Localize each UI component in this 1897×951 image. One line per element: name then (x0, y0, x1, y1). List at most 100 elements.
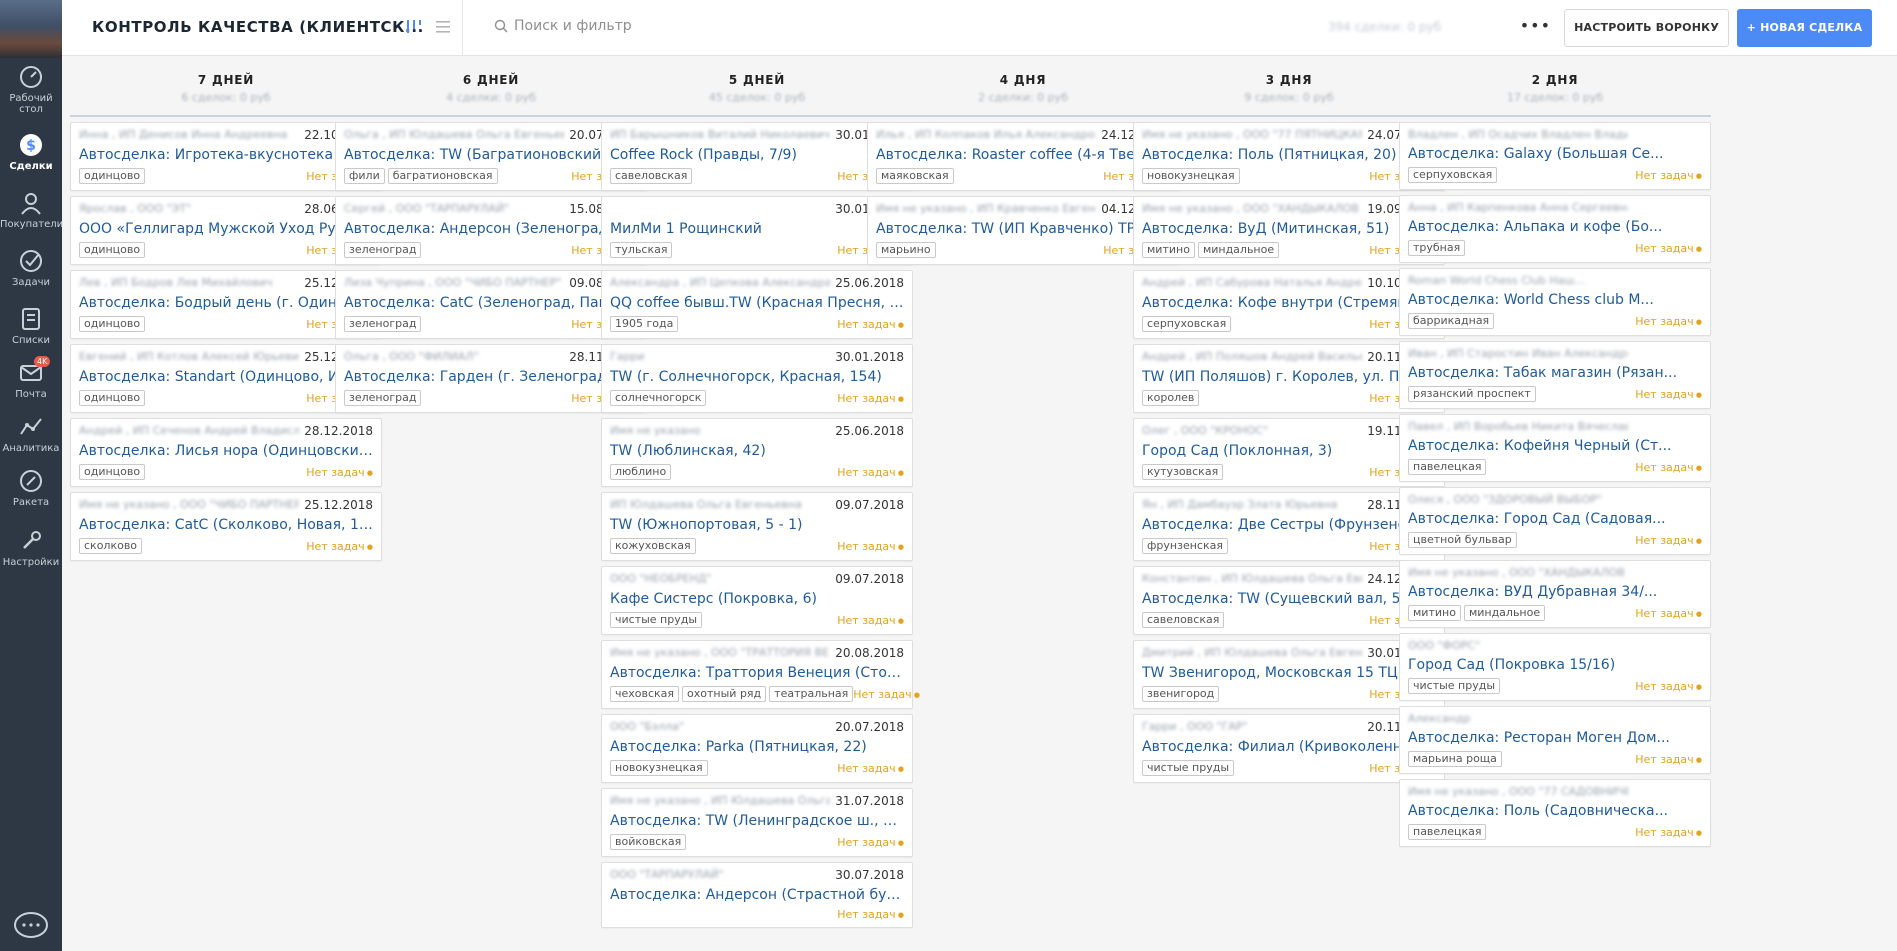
tag[interactable]: одинцово (79, 316, 146, 332)
deal-card[interactable]: Гарри , ООО "ГАР"20.11.2018 Автосделка: Ф… (1133, 714, 1445, 783)
tag[interactable]: тульская (610, 242, 673, 258)
tag[interactable]: митино (1408, 605, 1461, 621)
deal-name-link[interactable]: TW (Люблинская, 42) (610, 443, 766, 459)
deal-card[interactable]: Лев , ИП Бодров Лев Михайлович25.12.2018… (70, 270, 382, 339)
sidebar-item-deals[interactable]: $ Сделки (0, 132, 62, 172)
tag[interactable]: цветной бульвар (1408, 532, 1517, 548)
deal-card[interactable]: Roman World Chess Club Наш... Автосделка:… (1399, 268, 1711, 336)
deal-card[interactable]: ООО "ФОРС" Город Сад (Покровка 15/16) чист… (1399, 633, 1711, 701)
no-tasks-status[interactable]: Нет задач (837, 762, 904, 775)
deal-card[interactable]: Владлен , ИП Осадчих Владлен Владимирови… (1399, 122, 1711, 190)
sidebar-item-settings[interactable]: Настройки (0, 528, 62, 568)
deal-name-link[interactable]: Автосделка: ВуД (Митинская, 51) (1142, 221, 1390, 237)
deal-card[interactable]: Инна , ИП Денисов Инна Андреевна22.10.20… (70, 122, 382, 191)
no-tasks-status[interactable]: Нет задач (1635, 169, 1702, 182)
deal-card[interactable]: Олеся , ООО "ЗДОРОВЫЙ ВЫБОР" Автосделка: … (1399, 487, 1711, 555)
deal-card[interactable]: Андрей , ИП Поляшов Андрей Васильевич20.… (1133, 344, 1445, 413)
tag[interactable]: миндальное (1197, 242, 1280, 258)
tag[interactable]: солнечногорск (610, 390, 707, 406)
deal-name-link[interactable]: Автосделка: Поль (Садовническа... (1408, 803, 1668, 819)
no-tasks-status[interactable]: Нет задач (837, 318, 904, 331)
tag[interactable]: баррикадная (1408, 313, 1495, 329)
tag[interactable]: павелецкая (1408, 824, 1487, 840)
tag[interactable]: савеловская (610, 168, 693, 184)
deal-name-link[interactable]: Автосделка: Гарден (г. Зеленоград, к305) (344, 369, 638, 385)
no-tasks-status[interactable]: Нет задач (837, 614, 904, 627)
tag[interactable]: савеловская (1142, 612, 1225, 628)
tag[interactable]: одинцово (79, 242, 146, 258)
deal-name-link[interactable]: Город Сад (Поклонная, 3) (1142, 443, 1333, 459)
no-tasks-status[interactable]: Нет задач (1635, 388, 1702, 401)
tag[interactable]: митино (1142, 242, 1195, 258)
tag[interactable]: одинцово (79, 168, 146, 184)
deal-name-link[interactable]: Автосделка: ВУД Дубравная 34/... (1408, 584, 1658, 600)
deal-name-link[interactable]: TW (г. Солнечногорск, Красная, 154) (610, 369, 882, 385)
tag[interactable]: зеленоград (344, 316, 422, 332)
deal-name-link[interactable]: Автосделка: Город Сад (Садовая... (1408, 511, 1666, 527)
tag[interactable]: сколково (79, 538, 143, 554)
new-deal-button[interactable]: + НОВАЯ СДЕЛКА (1737, 9, 1872, 47)
sidebar-item-customers[interactable]: Покупатели (0, 190, 63, 230)
deal-name-link[interactable]: Автосделка: Бодрый день (г. Одинцово, Мо… (79, 295, 373, 311)
tag[interactable]: люблино (610, 464, 672, 480)
deal-name-link[interactable]: Автосделка: Игротека-вкуснотека (Одинцов… (79, 147, 373, 163)
no-tasks-status[interactable]: Нет задач (837, 540, 904, 553)
deal-card[interactable]: Александра , ИП Цепкова Александра Андре… (601, 270, 913, 339)
tag[interactable]: 1905 года (610, 316, 679, 332)
sidebar-item-lists[interactable]: Списки (0, 306, 62, 346)
no-tasks-status[interactable]: Нет задач (853, 688, 920, 701)
list-view-icon[interactable] (434, 18, 452, 36)
deal-name-link[interactable]: Автосделка: Ресторан Моген Дом... (1408, 730, 1670, 746)
deal-name-link[interactable]: Coffee Rock (Правды, 7/9) (610, 147, 797, 163)
deal-card[interactable]: Имя не указано , ИП Юлдашева Ольга Евген… (601, 788, 913, 857)
deal-name-link[interactable]: Автосделка: Standart (Одинцово, Интернац… (79, 369, 373, 385)
tag[interactable]: фили (344, 168, 385, 184)
tag[interactable]: миндальное (1463, 605, 1546, 621)
no-tasks-status[interactable]: Нет задач (837, 836, 904, 849)
deal-card[interactable]: ООО "Бэлла" 20.07.2018 Автосделка: Parka (… (601, 714, 913, 783)
tag[interactable]: звенигород (1142, 686, 1220, 702)
deal-name-link[interactable]: QQ coffee бывш.TW (Красная Пресня, 44с1) (610, 295, 904, 311)
deal-name-link[interactable]: Автосделка: Parka (Пятницкая, 22) (610, 739, 867, 755)
tag[interactable]: маяковская (876, 168, 954, 184)
sidebar-item-mail[interactable]: Почта 4K (0, 356, 62, 400)
sidebar-item-analytics[interactable]: Аналитика (0, 414, 62, 454)
deal-name-link[interactable]: Автосделка: Поль (Пятницкая, 20) (1142, 147, 1397, 163)
tag[interactable]: трубная (1408, 240, 1466, 256)
deal-card[interactable]: Имя не указано , ООО "ТРАТТОРИЯ ВЕНЕЦИЯ"… (601, 640, 913, 709)
tag[interactable]: марьина роща (1408, 751, 1502, 767)
deal-name-link[interactable]: Автосделка: TW (ИП Кравченко) ТРК Мари (876, 221, 1170, 237)
no-tasks-status[interactable]: Нет задач (1635, 534, 1702, 547)
no-tasks-status[interactable]: Нет задач (1635, 242, 1702, 255)
deal-card[interactable]: Имя не указано , ООО "ХАНДЫКАЛОВ НАСТРОЕ… (1399, 560, 1711, 628)
pipeline-title[interactable]: КОНТРОЛЬ КАЧЕСТВА (КЛИЕНТСК... (92, 18, 424, 36)
tag[interactable]: охотный ряд (682, 686, 767, 702)
search-field[interactable]: Поиск и фильтр (494, 18, 632, 34)
tag[interactable]: серпуховская (1142, 316, 1232, 332)
sidebar-item-tasks[interactable]: Задачи (0, 248, 62, 288)
deal-card[interactable]: Ольга , ИП Юлдашева Ольга Евгеньевна20.0… (335, 122, 647, 191)
tag[interactable]: рязанский проспект (1408, 386, 1536, 402)
deal-name-link[interactable]: ООО «Геллигард Мужской Уход Рублевка» ..… (79, 221, 373, 237)
deal-name-link[interactable]: Автосделка: CatC (Сколково, Новая, 100) (79, 517, 373, 533)
deal-name-link[interactable]: Город Сад (Покровка 15/16) (1408, 657, 1616, 673)
tag[interactable]: одинцово (79, 464, 146, 480)
no-tasks-status[interactable]: Нет задач (1635, 607, 1702, 620)
tag[interactable]: новокузнецкая (610, 760, 708, 776)
account-avatar[interactable] (0, 0, 62, 58)
deal-card[interactable]: Имя не указано , ООО "77 САДОВНИЧЕСКАЯ" А… (1399, 779, 1711, 847)
tag[interactable]: одинцово (79, 390, 146, 406)
tag[interactable]: кутузовская (1142, 464, 1224, 480)
tag[interactable]: серпуховская (1408, 167, 1498, 183)
tag[interactable]: чистые пруды (1408, 678, 1501, 694)
tag[interactable]: зеленоград (344, 390, 422, 406)
tag[interactable]: чистые пруды (610, 612, 703, 628)
deal-name-link[interactable]: Автосделка: TW (Багратионовский пр-д., 5… (344, 147, 638, 163)
tag[interactable]: чистые пруды (1142, 760, 1235, 776)
no-tasks-status[interactable]: Нет задач (1635, 315, 1702, 328)
deal-card[interactable]: ООО "ТАРПАРУЛАЙ" 30.07.2018 Автосделка: Ан… (601, 862, 913, 928)
deal-name-link[interactable]: TW Звенигород, Московская 15 ТЦ Победа (1142, 665, 1436, 681)
deal-name-link[interactable]: Автосделка: Кофе внутри (Стремянный пер.… (1142, 295, 1436, 311)
deal-name-link[interactable]: Автосделка: World Chess club M... (1408, 292, 1654, 308)
